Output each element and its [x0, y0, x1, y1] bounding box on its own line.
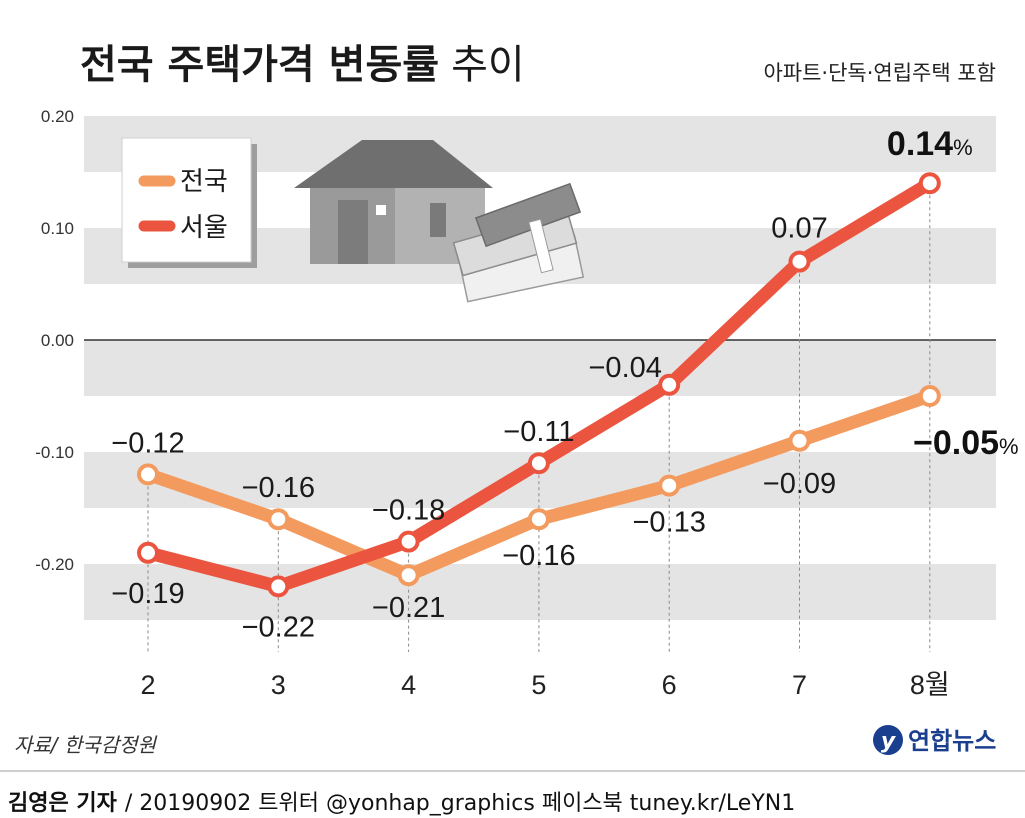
- data-label-seoul: −0.22: [242, 611, 315, 643]
- logo-text: 연합뉴스: [908, 727, 996, 755]
- x-tick-label: 7: [792, 670, 807, 700]
- data-point-seoul: [137, 541, 159, 564]
- data-label-national: −0.16: [242, 472, 315, 504]
- y-axis-ticks: 0.20 0.10 0.00 -0.10 -0.20: [35, 107, 74, 574]
- logo-icon: [873, 725, 903, 755]
- data-label-national: −0.13: [633, 507, 706, 539]
- data-label-seoul: 0.07: [771, 213, 827, 245]
- data-point-seoul: [397, 530, 420, 553]
- data-label-unit: %: [999, 434, 1019, 459]
- data-label-seoul: −0.04: [589, 352, 662, 384]
- data-point-national: [137, 463, 159, 486]
- x-tick-label: 6: [662, 670, 677, 700]
- data-label-national: −0.16: [502, 540, 575, 572]
- series-layer: [137, 172, 941, 598]
- credit-rest: / 20190902 트위터 @yonhap_graphics 페이스북 tun…: [125, 791, 795, 816]
- data-point-national: [788, 429, 811, 452]
- house-roof: [294, 140, 493, 188]
- data-point-national: [397, 564, 420, 587]
- data-label-national: −0.12: [111, 427, 184, 459]
- y-tick-label: -0.10: [35, 443, 74, 462]
- footer-rule: [0, 770, 1025, 772]
- data-point-national: [527, 508, 550, 531]
- x-axis-ticks: 2 3 4 5 6 7 8월: [140, 670, 949, 700]
- y-tick-label: 0.20: [41, 107, 74, 126]
- data-point-national: [267, 508, 290, 531]
- data-label-seoul: −0.19: [111, 578, 184, 610]
- credit-line: 김영은 기자 / 20190902 트위터 @yonhap_graphics 페이…: [8, 791, 795, 816]
- data-label-national: −0.09: [763, 468, 836, 500]
- x-tick-label: 3: [271, 670, 286, 700]
- data-label-national: −0.21: [372, 592, 445, 624]
- x-tick-label: 2: [140, 670, 155, 700]
- y-tick-label: 0.00: [41, 331, 74, 350]
- legend-panel: [121, 137, 252, 263]
- house-small-window: [376, 205, 386, 215]
- legend-label-national: 전국: [180, 167, 228, 197]
- data-point-seoul: [918, 172, 941, 195]
- house-illustration: [294, 140, 493, 264]
- legend-label-seoul: 서울: [180, 213, 228, 243]
- money-stack-illustration: [452, 182, 585, 303]
- band-2: [84, 340, 996, 396]
- y-tick-label: -0.20: [35, 555, 74, 574]
- money-band: [528, 218, 554, 274]
- data-point-national: [918, 385, 941, 407]
- data-label-national: −0.05%: [913, 424, 1019, 462]
- chart-title: 전국 주택가격 변동률 추이: [80, 42, 525, 88]
- credit-name: 김영은 기자: [8, 791, 118, 816]
- data-point-seoul: [788, 250, 811, 273]
- data-point-seoul: [658, 373, 681, 396]
- data-point-seoul: [527, 452, 550, 475]
- y-tick-label: 0.10: [41, 219, 74, 238]
- data-label-seoul: −0.11: [503, 416, 574, 448]
- data-point-national: [658, 474, 681, 497]
- data-label-seoul: −0.18: [372, 495, 445, 527]
- x-tick-label: 4: [401, 670, 416, 700]
- chart-subtitle: 아파트·단독·연립주택 포함: [763, 61, 996, 85]
- chart-title-light: 추이: [451, 42, 525, 88]
- logo-icon-glyph: y: [881, 729, 897, 754]
- house-door: [338, 200, 368, 264]
- x-tick-label: 8월: [910, 670, 950, 700]
- source-text: 자료/ 한국감정원: [14, 733, 157, 757]
- x-tick-label: 5: [531, 670, 546, 700]
- chart-title-bold: 전국 주택가격 변동률: [80, 42, 439, 88]
- data-label-unit: %: [953, 135, 973, 160]
- yonhap-logo: y 연합뉴스: [873, 725, 996, 755]
- data-point-seoul: [267, 575, 290, 598]
- house-window: [430, 203, 446, 237]
- legend: 전국 서울: [121, 137, 257, 268]
- data-labels-layer: −0.12 −0.16 −0.21 −0.16 −0.13 −0.09 −0.05% −0.1…: [111, 125, 1018, 643]
